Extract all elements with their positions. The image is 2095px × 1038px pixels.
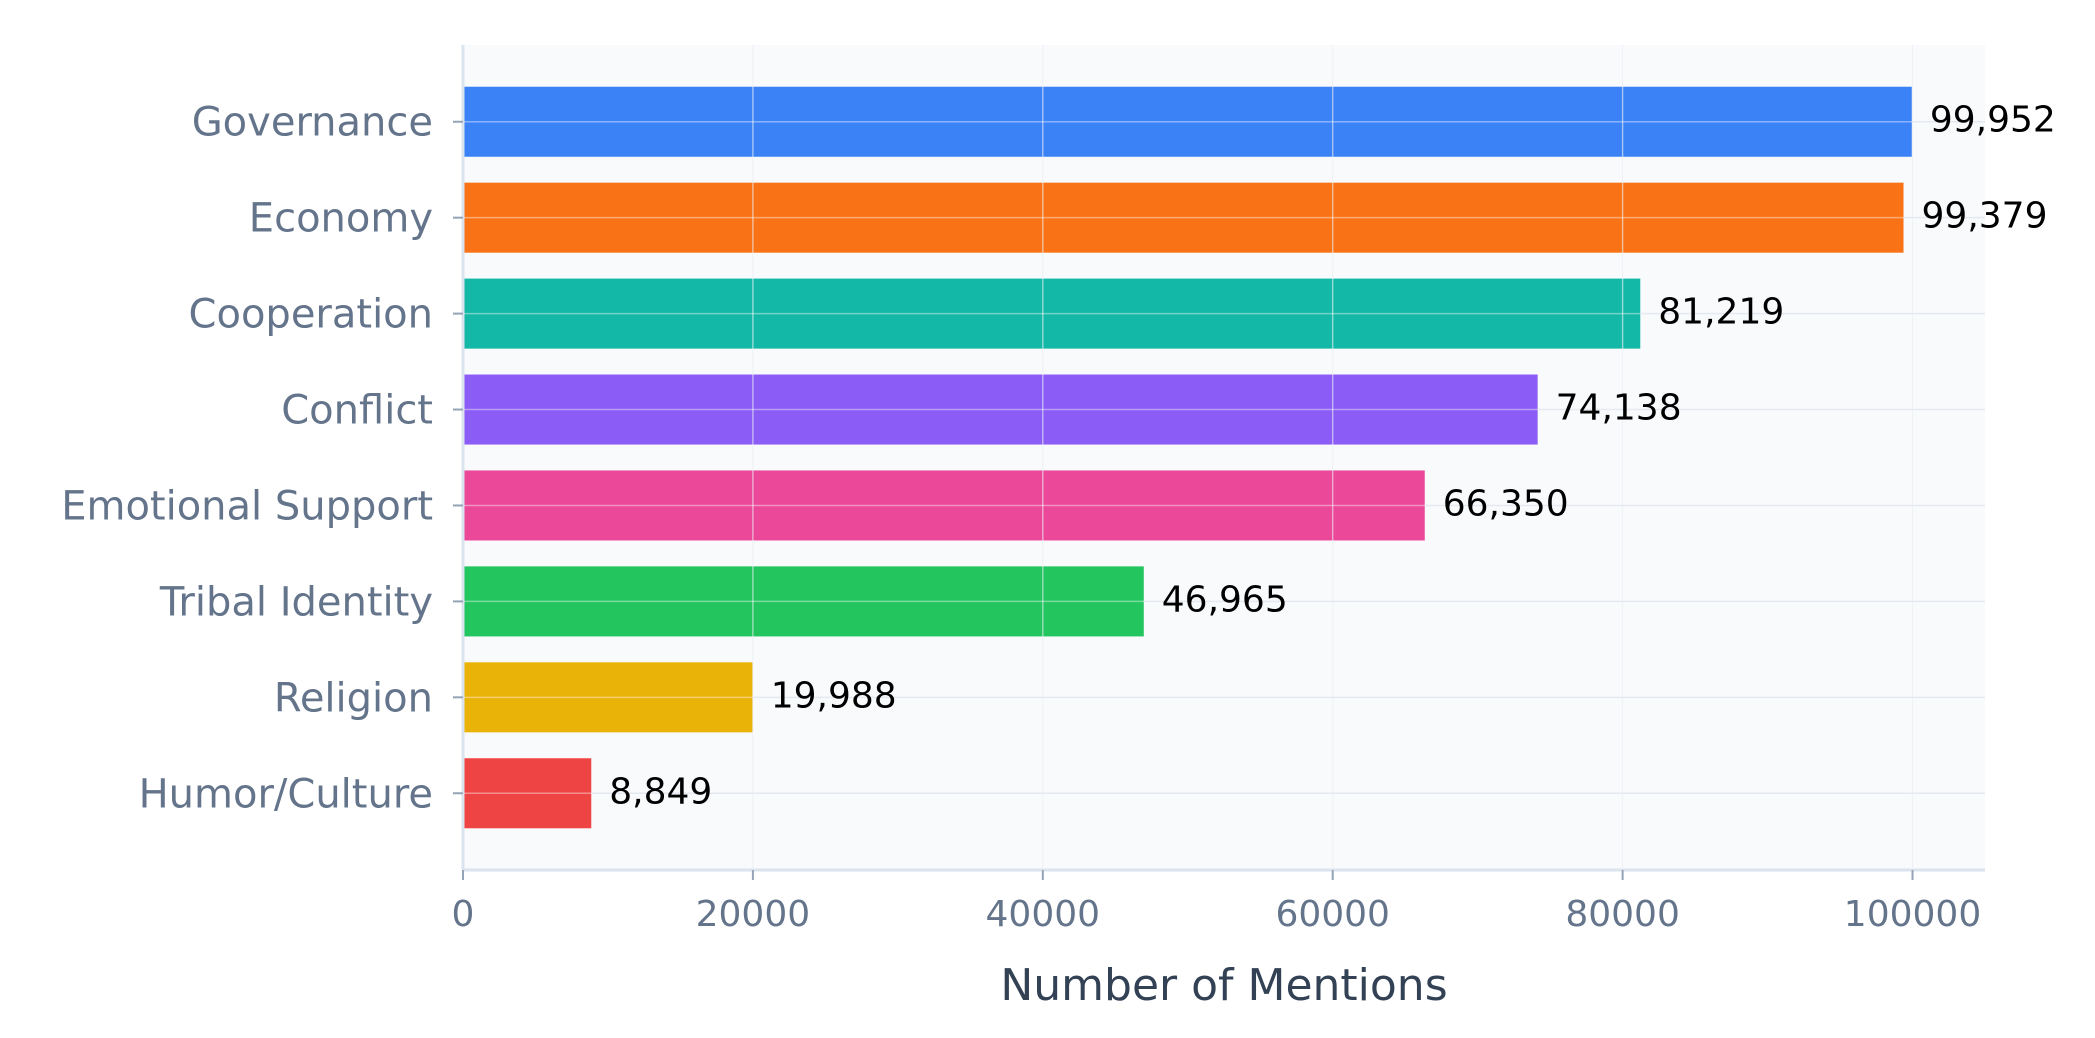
data-label: 81,219 xyxy=(1658,292,1784,333)
x-axis-ticks: 0 20000 40000 60000 80000 100000 xyxy=(452,870,1981,935)
data-label: 74,138 xyxy=(1556,388,1682,429)
bar-cooperation xyxy=(463,278,1641,349)
data-label: 19,988 xyxy=(771,675,897,716)
data-label: 8,849 xyxy=(609,771,712,812)
x-tick-label: 100000 xyxy=(1844,894,1981,935)
bar-conflict xyxy=(463,374,1538,445)
y-tick-label: Governance xyxy=(192,100,433,146)
x-tick-label: 80000 xyxy=(1565,894,1680,935)
data-label: 99,379 xyxy=(1922,196,2048,237)
y-tick-label: Emotional Support xyxy=(61,483,433,529)
bar-tribal-identity xyxy=(463,566,1144,637)
bar-economy xyxy=(463,182,1904,253)
y-tick-label: Religion xyxy=(274,675,433,721)
plot-area xyxy=(463,45,1985,870)
y-tick-label: Conflict xyxy=(281,388,433,434)
y-tick-label: Humor/Culture xyxy=(139,771,433,817)
data-label: 66,350 xyxy=(1443,483,1569,524)
x-tick-label: 20000 xyxy=(696,894,811,935)
y-tick-label: Economy xyxy=(249,196,433,242)
bar-religion xyxy=(463,662,753,733)
axes-group xyxy=(461,45,1985,872)
x-axis-title: Number of Mentions xyxy=(1000,960,1447,1011)
y-tick-label: Cooperation xyxy=(189,292,433,338)
x-tick-label: 0 xyxy=(452,894,475,935)
bars-group xyxy=(463,86,1912,829)
y-tick-label: Tribal Identity xyxy=(159,579,433,625)
bar-emotional-support xyxy=(463,470,1425,541)
x-tick-label: 60000 xyxy=(1275,894,1390,935)
y-axis-ticks: Governance Economy Cooperation Conflict Emot… xyxy=(61,100,463,817)
data-label: 46,965 xyxy=(1162,579,1288,620)
x-tick-label: 40000 xyxy=(986,894,1101,935)
data-labels-group: 99,952 99,379 81,219 74,138 66,350 46,965 19,9… xyxy=(609,100,2056,813)
bar-humor-culture xyxy=(463,758,592,829)
bar-governance xyxy=(463,86,1912,157)
data-label: 99,952 xyxy=(1930,100,2056,141)
